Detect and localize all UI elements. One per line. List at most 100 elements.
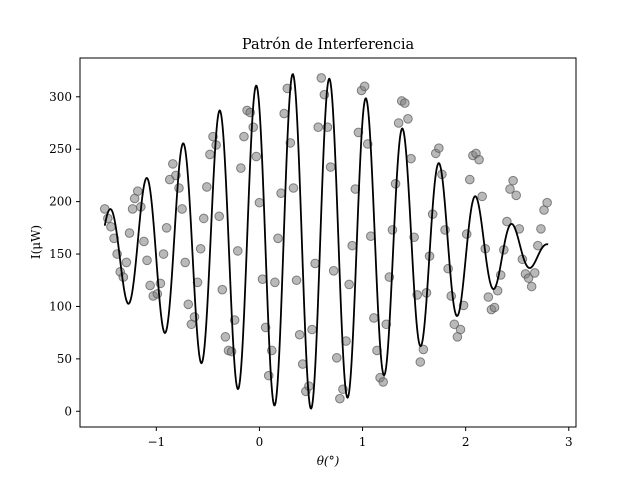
data-point xyxy=(461,229,472,239)
x-tick-label: 0 xyxy=(256,435,264,449)
data-point xyxy=(183,299,194,310)
data-point xyxy=(378,377,388,387)
plot-marks xyxy=(99,73,552,410)
data-point xyxy=(214,211,225,222)
data-point xyxy=(446,291,457,301)
y-tick-label: 0 xyxy=(64,404,72,418)
data-point xyxy=(142,255,152,266)
x-tick-label: −1 xyxy=(147,435,165,449)
data-point xyxy=(359,81,370,92)
data-point xyxy=(168,159,178,169)
data-point xyxy=(523,273,534,283)
data-point xyxy=(139,236,149,247)
data-point xyxy=(310,258,320,269)
data-point xyxy=(307,324,317,335)
data-point xyxy=(449,319,460,330)
y-tick-label: 150 xyxy=(49,247,72,261)
data-point xyxy=(393,118,404,128)
data-point xyxy=(464,174,475,185)
y-tick-label: 300 xyxy=(49,90,72,104)
data-point xyxy=(369,313,379,323)
data-point xyxy=(353,127,364,138)
data-point xyxy=(189,312,200,322)
data-point xyxy=(288,183,299,193)
y-tick-label: 100 xyxy=(49,299,72,313)
data-point xyxy=(291,275,302,286)
data-point xyxy=(316,73,327,83)
data-point xyxy=(236,163,246,173)
data-point xyxy=(276,188,286,199)
data-point xyxy=(198,213,209,224)
x-tick-label: 3 xyxy=(565,435,573,449)
x-tick-label: 2 xyxy=(462,435,470,449)
data-point xyxy=(177,204,187,214)
data-point xyxy=(344,279,354,290)
data-point xyxy=(434,143,444,153)
data-point xyxy=(158,249,169,259)
data-point xyxy=(232,246,243,256)
data-point xyxy=(474,154,484,165)
data-point xyxy=(251,151,262,162)
data-point xyxy=(145,280,155,291)
data-point xyxy=(483,292,494,302)
data-point xyxy=(279,108,289,119)
x-tick-label: 1 xyxy=(359,435,367,449)
data-point xyxy=(533,240,543,251)
data-point xyxy=(248,122,259,132)
data-point xyxy=(502,216,512,227)
data-point xyxy=(180,257,190,268)
plot-frame xyxy=(79,57,577,428)
data-point xyxy=(505,184,515,194)
data-point xyxy=(418,344,429,355)
data-point xyxy=(328,266,339,276)
y-axis-label: I(μW) xyxy=(29,225,43,259)
data-point xyxy=(526,281,537,292)
data-point xyxy=(403,114,413,124)
data-point xyxy=(121,257,132,268)
data-point xyxy=(335,393,345,404)
data-point xyxy=(217,284,228,295)
data-point xyxy=(415,357,426,367)
y-tick-label: 250 xyxy=(49,142,72,156)
y-tick-label: 200 xyxy=(49,195,72,209)
data-point xyxy=(195,243,206,254)
data-point xyxy=(239,131,249,142)
data-point xyxy=(406,153,416,164)
data-point xyxy=(477,191,487,202)
data-point xyxy=(542,197,552,208)
data-point xyxy=(254,197,265,208)
data-point xyxy=(536,224,546,234)
data-point xyxy=(202,182,212,192)
data-point xyxy=(152,289,163,299)
fit-curve xyxy=(103,73,549,410)
data-point xyxy=(529,268,540,278)
data-point xyxy=(400,98,410,108)
x-axis-label: θ(°) xyxy=(317,454,340,468)
data-point xyxy=(132,186,143,196)
y-tick-label: 50 xyxy=(57,352,72,366)
data-point xyxy=(220,332,231,342)
data-point xyxy=(387,225,398,235)
data-point xyxy=(331,353,342,363)
data-point xyxy=(325,162,336,172)
data-point xyxy=(347,240,358,251)
chart-title: Patrón de Interferencia xyxy=(242,37,415,53)
data-point xyxy=(270,277,280,288)
data-point xyxy=(508,175,518,186)
data-point xyxy=(205,149,215,160)
data-point xyxy=(294,329,305,340)
data-point xyxy=(174,183,184,193)
data-point xyxy=(489,302,500,313)
data-point xyxy=(161,223,172,233)
data-point xyxy=(106,221,116,232)
data-point xyxy=(273,233,283,244)
data-point xyxy=(455,324,466,335)
data-point xyxy=(124,228,135,238)
x-axis-ticks: −1 0 1 2 3 xyxy=(147,427,573,449)
y-axis-ticks: 0 50 100 150 200 250 300 xyxy=(49,90,80,418)
data-point xyxy=(127,204,138,214)
data-point xyxy=(511,190,521,201)
data-point xyxy=(257,274,268,284)
data-point xyxy=(313,122,324,132)
